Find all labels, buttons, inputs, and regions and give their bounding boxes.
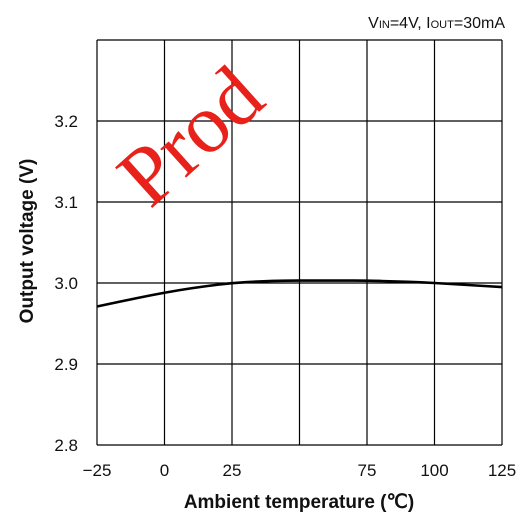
series-layer [96, 279, 503, 308]
vin-subscript: IN [379, 19, 390, 31]
x-tick-label: 75 [358, 461, 377, 480]
x-tick-label: 25 [223, 461, 242, 480]
grid [96, 39, 503, 446]
x-tick-label: 100 [420, 461, 448, 480]
x-tick-label: −25 [83, 461, 112, 480]
y-tick-label: 3.2 [54, 112, 78, 131]
y-tick-label: 3.1 [54, 193, 78, 212]
tick-labels: −25 0 25 75 100 125 2.8 2.9 3.0 3.1 3.2 [54, 112, 516, 480]
y-tick-label: 3.0 [54, 274, 78, 293]
y-tick-label: 2.8 [54, 436, 78, 455]
y-tick-label: 2.9 [54, 355, 78, 374]
x-tick-label: 0 [160, 461, 169, 480]
watermark: Prod [100, 49, 280, 224]
iout-value: =30mA [454, 15, 505, 32]
x-tick-label: 125 [488, 461, 516, 480]
vin-value: =4V, [390, 15, 426, 32]
iout-symbol: I [426, 15, 430, 32]
y-axis-title: Output voltage (V) [17, 159, 38, 324]
conditions-label: VIN=4V, IOUT=30mA [368, 15, 505, 32]
x-axis-title: Ambient temperature (℃) [184, 492, 414, 513]
iout-subscript: OUT [431, 19, 455, 31]
vin-symbol: V [368, 15, 379, 32]
series-line [96, 279, 503, 308]
